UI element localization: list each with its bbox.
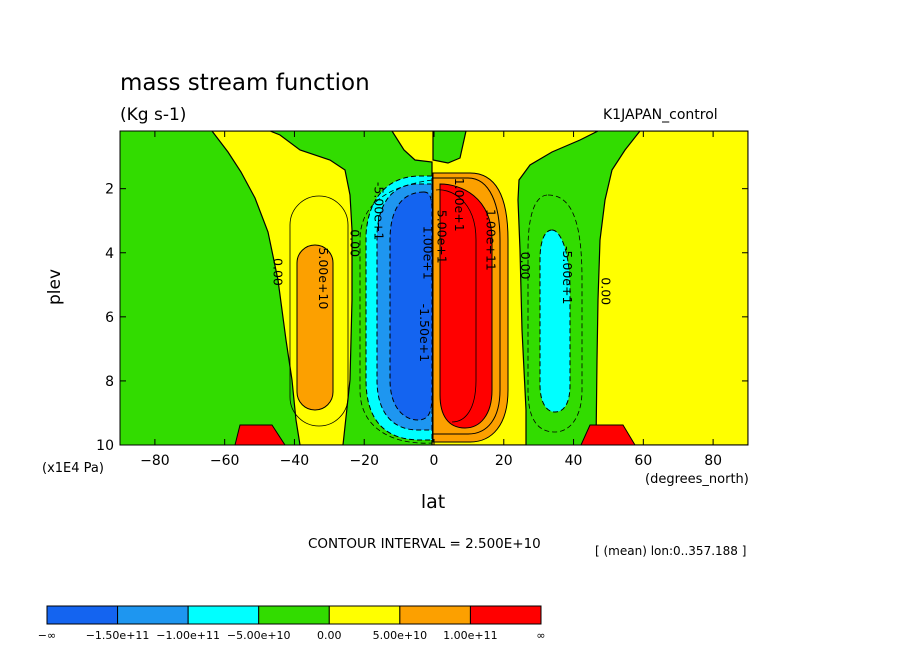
red-positive-core-north (439, 183, 493, 429)
green-region-top-center (432, 131, 467, 164)
contour-line-south-25 (289, 195, 349, 427)
y-tick-label: 4 (105, 246, 114, 262)
x-tick-label: 0 (430, 453, 439, 469)
x-tick-label: −20 (349, 453, 379, 469)
contour-labels: 0.00 5.00e+10 0.00 -5.00e+1 1.00e+1 -1.50e+1 5… (271, 178, 614, 362)
contour-label: 5.00e+10 (316, 247, 331, 309)
chart-units: (Kg s-1) (120, 105, 186, 125)
y-tick-label: 2 (105, 182, 114, 198)
x-tick-label: −80 (140, 453, 170, 469)
contour-label: 1.00e+11 (483, 209, 498, 271)
y-units-label: (x1E4 Pa) (42, 461, 104, 476)
contour-label: 1.00e+1 (421, 226, 436, 280)
colorbar-label: −∞ (38, 629, 56, 642)
colorbar-labels: −∞ −1.50e+11 −1.00e+11 −5.00e+10 0.00 5.00e+1… (38, 629, 546, 642)
x-tick-label: −40 (280, 453, 310, 469)
colorbar-label: ∞ (536, 629, 545, 642)
contour-line-south-neg (359, 179, 433, 444)
contour-field (120, 131, 748, 445)
contour-label: 0.00 (347, 229, 362, 257)
yellow-positive-region-north (595, 131, 748, 445)
colorbar-label: −5.00e+10 (227, 629, 291, 642)
contour-label: 0.00 (518, 252, 533, 280)
contour-label: 1.00e+1 (452, 178, 467, 232)
colorbar-swatch (46, 605, 119, 625)
colorbar-label: 0.00 (317, 629, 342, 642)
colorbar-swatch (117, 605, 189, 625)
x-tick-label: −60 (210, 453, 240, 469)
y-tick-label: 6 (105, 310, 114, 326)
contour-label: 0.00 (271, 258, 286, 286)
y-axis: 2 4 6 8 10 (96, 182, 748, 454)
blue-negative-core-south (389, 191, 433, 421)
contour-label: -1.50e+1 (417, 304, 432, 362)
topography-south (234, 424, 286, 445)
orange-positive-cell-south (296, 244, 334, 411)
x-axis-label: lat (421, 491, 445, 513)
topography-north (580, 424, 636, 445)
contour-label: 5.00e+1 (434, 210, 449, 264)
contour-line-north-neg (527, 194, 583, 433)
colorbar-label: −1.50e+11 (86, 629, 150, 642)
x-axis: −80 −60 −40 −20 0 20 40 60 80 (140, 131, 722, 469)
y-tick-label: 10 (96, 438, 114, 454)
contour-label: -5.00e+1 (560, 246, 575, 304)
colorbar-label: −1.00e+11 (156, 629, 220, 642)
colorbar-swatch (399, 605, 471, 625)
y-tick-label: 8 (105, 374, 114, 390)
colorbar (46, 605, 542, 625)
contour-label: 0.00 (598, 277, 613, 305)
x-tick-label: 40 (565, 453, 583, 469)
x-tick-label: 60 (634, 453, 652, 469)
chart-title: mass stream function (120, 70, 370, 96)
y-axis-label: plev (45, 269, 65, 305)
contour-interval-text: CONTOUR INTERVAL = 2.500E+10 (308, 536, 541, 552)
colorbar-label: 5.00e+10 (373, 629, 427, 642)
x-tick-label: 80 (704, 453, 722, 469)
colorbar-swatch (328, 605, 401, 625)
run-label: K1JAPAN_control (603, 107, 718, 123)
cyan-negative-cell-north (539, 229, 571, 413)
contour-line-north-core (435, 189, 477, 423)
colorbar-swatch (187, 605, 260, 625)
x-tick-label: 20 (495, 453, 513, 469)
mean-note: [ (mean) lon:0..357.188 ] (595, 544, 746, 558)
x-units-label: (degrees_north) (645, 472, 749, 487)
colorbar-label: 1.00e+11 (443, 629, 497, 642)
colorbar-swatch (258, 605, 330, 625)
contour-label: -5.00e+1 (372, 182, 387, 240)
colorbar-swatch (469, 605, 542, 625)
